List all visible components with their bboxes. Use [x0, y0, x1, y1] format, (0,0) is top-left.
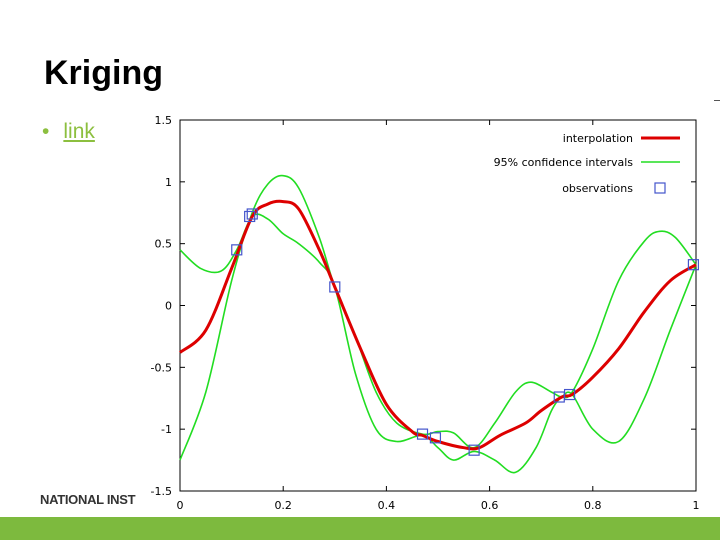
slide-title: Kriging: [44, 54, 163, 92]
observation-point: [563, 388, 576, 401]
plot-frame: [179, 119, 697, 492]
y-tick-label: -0.5: [151, 361, 172, 374]
chart-observations: [231, 208, 700, 456]
chart-lines: [179, 174, 697, 474]
observation-point: [687, 259, 700, 271]
corner-mark: [714, 100, 720, 101]
series-ci-lower: [179, 213, 697, 474]
y-tick-label: 1: [165, 176, 172, 189]
observation-point: [231, 244, 243, 256]
bullet-link[interactable]: link: [63, 120, 95, 143]
legend-label: observations: [562, 182, 633, 195]
y-tick-label: 0.5: [155, 238, 173, 251]
x-tick-label: 0.6: [481, 499, 499, 512]
y-tick-label: 1.5: [155, 114, 173, 127]
legend-swatch-observations: [654, 182, 666, 194]
bullet-item: • link: [42, 120, 95, 144]
x-tick-label: 1: [693, 499, 700, 512]
y-tick-label: -1: [161, 423, 172, 436]
chart-axes: 1.5 1 0.5 0 -0.5 -1 -1.5 0 0.2 0.4 0.6 0.8 1: [151, 114, 700, 512]
kriging-chart: 1.5 1 0.5 0 -0.5 -1 -1.5 0 0.2 0.4 0.6 0.8 1 interpo…: [128, 108, 720, 520]
series-ci-upper: [179, 174, 697, 461]
y-tick-label: 0: [165, 300, 172, 313]
legend-label: interpolation: [563, 132, 633, 145]
observation-point: [246, 208, 258, 220]
chart-legend: interpolation 95% confidence intervals obs…: [494, 132, 680, 195]
observation-point: [329, 281, 341, 293]
x-tick-label: 0: [177, 499, 184, 512]
observation-point: [416, 428, 429, 440]
y-tick-label: -1.5: [151, 485, 172, 498]
footer-brand: NATIONAL INST: [40, 492, 136, 507]
legend-label: 95% confidence intervals: [494, 156, 634, 169]
x-tick-label: 0.4: [378, 499, 396, 512]
series-interpolation: [179, 199, 697, 451]
observation-point: [429, 432, 442, 444]
observation-point: [468, 444, 480, 456]
footer-bar: [0, 517, 720, 540]
observation-point: [244, 210, 256, 223]
chart-svg: 1.5 1 0.5 0 -0.5 -1 -1.5 0 0.2 0.4 0.6 0.8 1 interpo…: [151, 114, 700, 512]
x-tick-label: 0.8: [584, 499, 602, 512]
bullet-dot-icon: •: [42, 120, 50, 143]
x-tick-label: 0.2: [274, 499, 292, 512]
